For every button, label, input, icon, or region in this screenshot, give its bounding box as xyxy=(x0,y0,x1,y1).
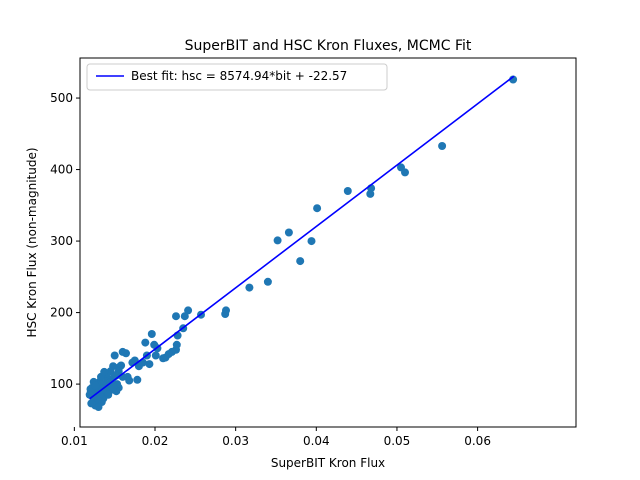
data-point-51 xyxy=(110,351,119,360)
x-tick-label-3: 0.04 xyxy=(303,434,330,448)
data-point-37 xyxy=(133,375,142,384)
y-tick-label-3: 400 xyxy=(50,163,73,177)
legend: Best fit: hsc = 8574.94*bit + -22.57 xyxy=(86,63,388,91)
chart-title: SuperBIT and HSC Kron Fluxes, MCMC Fit xyxy=(185,38,472,54)
x-tick-label-5: 0.06 xyxy=(464,434,491,448)
data-point-1 xyxy=(438,142,447,150)
x-tick-label-2: 0.03 xyxy=(222,434,249,448)
data-point-36 xyxy=(134,362,143,371)
legend-entry-fit: Best fit: hsc = 8574.94*bit + -22.57 xyxy=(131,69,347,83)
y-tick-label-0: 100 xyxy=(50,377,73,391)
data-point-87 xyxy=(104,390,113,399)
fit-line xyxy=(89,75,515,400)
data-point-31 xyxy=(147,330,156,338)
y-tick-label-4: 500 xyxy=(50,91,73,105)
data-point-17 xyxy=(184,306,193,315)
data-point-30 xyxy=(151,351,160,360)
legend-box xyxy=(86,63,388,91)
data-point-32 xyxy=(145,360,154,369)
data-point-13 xyxy=(245,283,254,292)
y-axis: 100 200 300 400 500 xyxy=(50,91,80,391)
x-axis: 0.01 0.02 0.03 0.04 0.05 0.06 xyxy=(61,427,491,448)
data-point-11 xyxy=(273,236,282,245)
x-tick-label-0: 0.01 xyxy=(61,434,88,448)
data-point-12 xyxy=(263,277,272,286)
data-point-43 xyxy=(118,347,127,356)
y-tick-label-2: 300 xyxy=(50,234,73,248)
y-tick-label-1: 200 xyxy=(50,306,73,320)
data-point-84 xyxy=(100,367,109,376)
data-point-27 xyxy=(159,354,168,363)
data-point-5 xyxy=(366,189,375,198)
fit-line-layer xyxy=(89,75,515,400)
data-point-79 xyxy=(87,399,96,408)
data-point-3 xyxy=(401,168,409,177)
data-point-6 xyxy=(343,187,352,195)
data-point-91 xyxy=(109,383,118,391)
data-point-29 xyxy=(150,340,159,349)
data-point-18 xyxy=(180,312,189,321)
data-point-8 xyxy=(307,237,316,246)
data-point-34 xyxy=(141,338,150,347)
plot-frame xyxy=(79,57,577,428)
data-point-88 xyxy=(94,403,103,411)
data-point-10 xyxy=(284,228,293,237)
data-point-15 xyxy=(221,310,230,318)
y-axis-label: HSC Kron Flux (non-magnitude) xyxy=(25,147,39,337)
data-point-89 xyxy=(91,381,100,390)
x-tick-label-4: 0.05 xyxy=(384,434,411,448)
data-point-7 xyxy=(313,204,322,213)
x-axis-label: SuperBIT Kron Flux xyxy=(271,456,385,470)
data-point-20 xyxy=(172,312,180,321)
x-tick-label-1: 0.02 xyxy=(142,434,169,448)
data-point-9 xyxy=(296,257,305,266)
scatter-points xyxy=(85,75,518,411)
